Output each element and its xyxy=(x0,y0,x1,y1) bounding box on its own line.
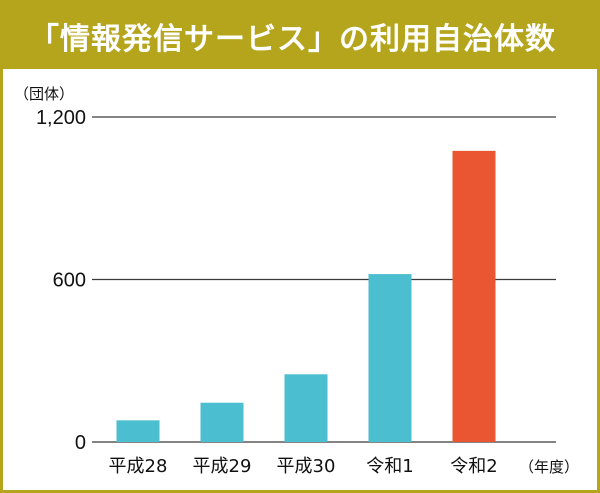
bar-2 xyxy=(284,374,328,442)
bar-3 xyxy=(368,274,412,442)
x-unit-label: （年度） xyxy=(519,458,579,476)
y-tick-label-0: 0 xyxy=(75,432,86,454)
category-label-3: 令和1 xyxy=(366,456,413,477)
bar-0 xyxy=(116,420,160,442)
category-label-1: 平成29 xyxy=(193,456,252,477)
y-tick-label-600: 600 xyxy=(53,270,86,292)
bar-4 xyxy=(452,150,496,442)
bar-1 xyxy=(200,402,244,442)
category-label-4: 令和2 xyxy=(450,456,497,477)
chart-title: 「情報発信サービス」の利用自治体数 xyxy=(29,22,556,57)
y-tick-label-1200: 1,200 xyxy=(36,107,86,129)
title-bar: 「情報発信サービス」の利用自治体数 xyxy=(3,3,600,69)
category-label-0: 平成28 xyxy=(109,456,168,477)
y-unit-label: （団体） xyxy=(14,85,74,103)
category-label-2: 平成30 xyxy=(277,456,336,477)
